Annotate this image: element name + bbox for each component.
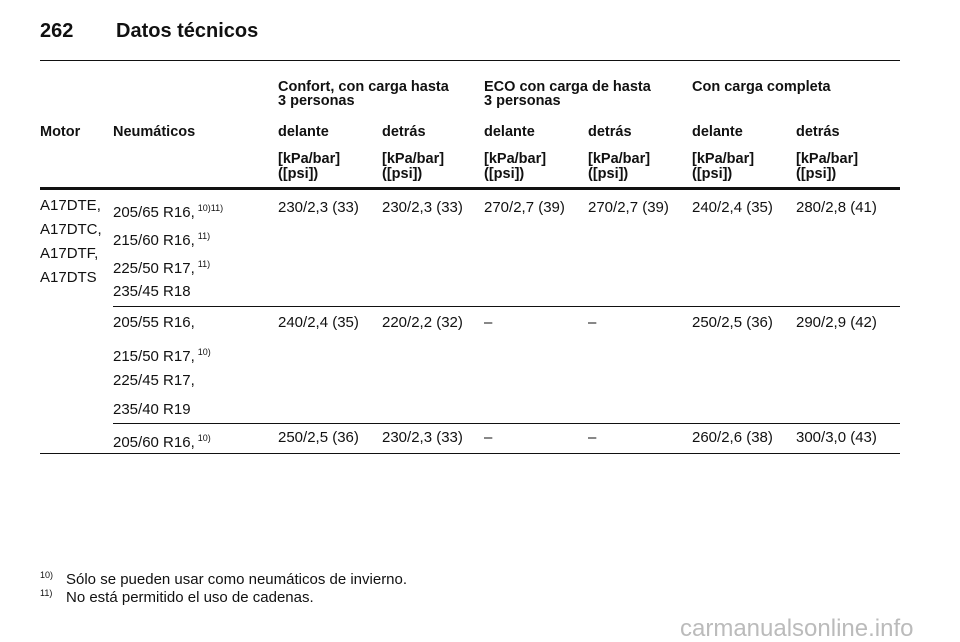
tire-text: 215/50 R17, — [113, 348, 195, 365]
rule — [40, 60, 900, 61]
tire-note: 10) — [197, 347, 211, 357]
tire: 205/55 R16, — [113, 315, 195, 331]
unit-header: ([psi]) — [382, 166, 423, 182]
unit-header: [kPa/bar] — [796, 151, 859, 167]
unit-header: [kPa/bar] — [484, 151, 547, 167]
motor: A17DTC, — [40, 221, 102, 238]
pressure-value: 230/2,3 (33) — [382, 429, 463, 446]
column-header: delante — [278, 124, 329, 140]
motor: A17DTS — [40, 269, 97, 286]
tire-note: 11) — [197, 259, 211, 269]
pressure-value: 270/2,7 (39) — [588, 199, 669, 216]
tire-note: 10) — [197, 433, 211, 443]
page-number: 262 — [40, 20, 74, 42]
tire-text: 235/45 R18 — [113, 283, 191, 300]
footnote-mark: 10) — [40, 570, 54, 580]
column-header: Motor — [40, 124, 81, 140]
pressure-value: 230/2,3 (33) — [382, 199, 463, 216]
tire: 215/50 R17, 10) — [113, 344, 211, 365]
pressure-value: – — [484, 314, 493, 331]
unit-header: ([psi]) — [484, 166, 525, 182]
tire-text: 205/65 R16, — [113, 204, 195, 221]
page-title: Datos técnicos — [116, 20, 259, 42]
tire-note: 11) — [197, 231, 211, 241]
tire-text: 235/40 R19 — [113, 401, 191, 418]
pressure-value: 280/2,8 (41) — [796, 199, 877, 216]
rule — [40, 187, 900, 190]
pressure-value: 240/2,4 (35) — [692, 199, 773, 216]
tire-text: 225/45 R17, — [113, 372, 195, 389]
unit-header: [kPa/bar] — [588, 151, 651, 167]
group-header: Con carga completa — [692, 79, 831, 95]
pressure-value: 270/2,7 (39) — [484, 199, 565, 216]
tire: 225/50 R17, 11) — [113, 256, 210, 277]
unit-header: [kPa/bar] — [278, 151, 341, 167]
group-header: 3 personas — [278, 93, 355, 109]
tire: 225/45 R17, — [113, 373, 195, 389]
watermark: carmanualsonline.info — [680, 615, 914, 642]
tire: 235/45 R18 — [113, 284, 191, 300]
unit-header: [kPa/bar] — [692, 151, 755, 167]
tire-note: 10)11) — [197, 203, 224, 213]
tire-text: 225/50 R17, — [113, 260, 195, 277]
pressure-value: – — [484, 429, 493, 446]
pressure-value: 290/2,9 (42) — [796, 314, 877, 331]
tire: 205/65 R16, 10)11) — [113, 200, 223, 221]
column-header: delante — [692, 124, 743, 140]
column-header: detrás — [382, 124, 426, 140]
pressure-value: 250/2,5 (36) — [692, 314, 773, 331]
unit-header: ([psi]) — [796, 166, 837, 182]
rule — [113, 423, 900, 424]
pressure-value: 300/3,0 (43) — [796, 429, 877, 446]
motor: A17DTF, — [40, 245, 99, 262]
tire-text: 205/60 R16, — [113, 434, 195, 451]
column-header: Neumáticos — [113, 124, 196, 140]
tire: 215/60 R16, 11) — [113, 228, 210, 249]
pressure-value: 230/2,3 (33) — [278, 199, 359, 216]
pressure-value: – — [588, 429, 597, 446]
pressure-value: 250/2,5 (36) — [278, 429, 359, 446]
footnote-mark: 11) — [40, 588, 53, 598]
group-header: Confort, con carga hasta — [278, 79, 449, 95]
tire-text: 205/55 R16, — [113, 314, 195, 331]
footnote-text: Sólo se pueden usar como neumáticos de i… — [66, 571, 408, 588]
column-header: detrás — [588, 124, 632, 140]
group-header: 3 personas — [484, 93, 561, 109]
unit-header: [kPa/bar] — [382, 151, 445, 167]
unit-header: ([psi]) — [278, 166, 319, 182]
motor: A17DTE, — [40, 197, 101, 214]
group-header: ECO con carga de hasta — [484, 79, 651, 95]
unit-header: ([psi]) — [692, 166, 733, 182]
pressure-value: 240/2,4 (35) — [278, 314, 359, 331]
rule — [113, 306, 900, 307]
pressure-value: – — [588, 314, 597, 331]
unit-header: ([psi]) — [588, 166, 629, 182]
column-header: detrás — [796, 124, 840, 140]
pressure-value: 260/2,6 (38) — [692, 429, 773, 446]
rule — [40, 453, 900, 454]
tire-text: 215/60 R16, — [113, 232, 195, 249]
tire: 205/60 R16, 10) — [113, 430, 211, 451]
footnote-text: No está permitido el uso de cadenas. — [66, 589, 314, 606]
pressure-value: 220/2,2 (32) — [382, 314, 463, 331]
column-header: delante — [484, 124, 535, 140]
tire: 235/40 R19 — [113, 402, 191, 418]
